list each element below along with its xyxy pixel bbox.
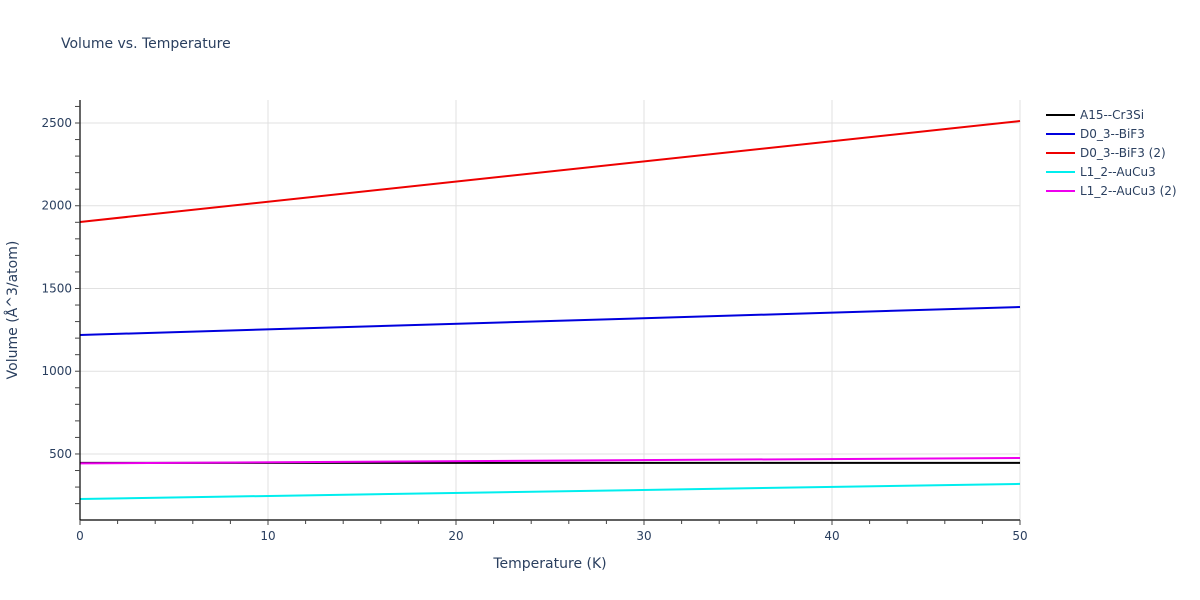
x-tick-label: 40 <box>824 529 839 543</box>
y-axis-title: Volume (Å^3/atom) <box>4 241 21 380</box>
chart-title: Volume vs. Temperature <box>61 36 231 52</box>
legend-label: L1_2--AuCu3 (2) <box>1080 184 1177 198</box>
y-tick-label: 2500 <box>41 116 72 130</box>
series-line-d0-3-bif3 <box>79 306 1021 336</box>
legend-item[interactable]: D0_3--BiF3 (2) <box>1046 146 1166 160</box>
legend-item[interactable]: L1_2--AuCu3 <box>1046 165 1156 179</box>
legend-item[interactable]: D0_3--BiF3 <box>1046 127 1145 141</box>
x-tick-label: 10 <box>260 529 275 543</box>
x-tick-label: 50 <box>1012 529 1027 543</box>
legend: A15--Cr3Si D0_3--BiF3 D0_3--BiF3 (2) L1_2--… <box>1046 108 1177 198</box>
series-line-d0-3-bif3-2- <box>79 120 1021 223</box>
series-line-l1-2-aucu3-2- <box>79 456 1021 465</box>
legend-label: D0_3--BiF3 (2) <box>1080 146 1166 160</box>
y-tick-label: 1000 <box>41 364 72 378</box>
legend-item[interactable]: A15--Cr3Si <box>1046 108 1144 122</box>
y-tick-label: 1500 <box>41 281 72 295</box>
x-tick-label: 0 <box>76 529 84 543</box>
gridlines <box>80 100 1021 520</box>
data-lines <box>79 120 1021 500</box>
axes: 0 10 20 30 40 50 500 1000 1500 2000 2500 <box>41 100 1028 543</box>
y-tick-label: 2000 <box>41 199 72 213</box>
legend-label: D0_3--BiF3 <box>1080 127 1145 141</box>
legend-item[interactable]: L1_2--AuCu3 (2) <box>1046 184 1177 198</box>
legend-label: L1_2--AuCu3 <box>1080 165 1156 179</box>
series-line-l1-2-aucu3 <box>79 482 1021 500</box>
x-tick-label: 30 <box>636 529 651 543</box>
y-tick-label: 500 <box>49 447 72 461</box>
x-tick-label: 20 <box>448 529 463 543</box>
x-axis-title: Temperature (K) <box>492 556 606 572</box>
legend-label: A15--Cr3Si <box>1080 108 1144 122</box>
